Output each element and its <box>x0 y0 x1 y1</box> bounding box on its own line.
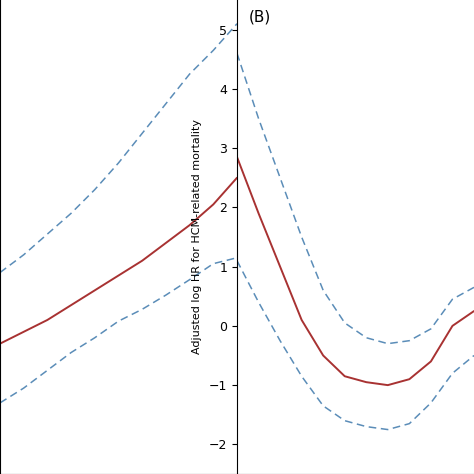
Text: (B): (B) <box>249 9 271 25</box>
Y-axis label: Adjusted log HR for HCM-related mortality: Adjusted log HR for HCM-related mortalit… <box>192 119 202 355</box>
